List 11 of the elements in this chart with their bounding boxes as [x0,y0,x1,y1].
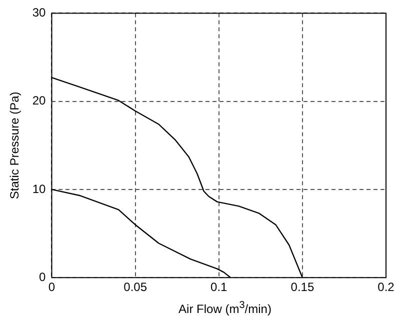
y-tick-label: 0 [39,270,46,284]
x-tick-label: 0.1 [210,280,228,294]
x-tick-label: 0.15 [290,280,314,294]
x-tick-label: 0.05 [124,280,148,294]
y-tick-label: 10 [32,182,46,196]
y-tick-label: 30 [32,6,46,20]
y-tick-label: 20 [32,94,46,108]
x-tick-label: 0.2 [378,280,395,294]
x-tick-label: 0 [48,280,56,294]
y-axis-title: Static Pressure (Pa) [8,92,22,200]
x-axis-title: Air Flow (m$^{3}$/min) [178,300,272,316]
